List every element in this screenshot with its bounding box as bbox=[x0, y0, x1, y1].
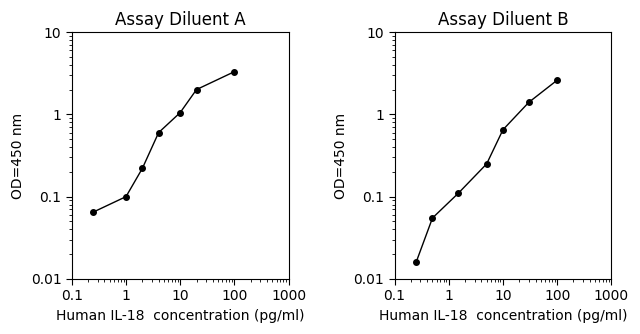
Title: Assay Diluent B: Assay Diluent B bbox=[438, 11, 568, 29]
X-axis label: Human IL-18  concentration (pg/ml): Human IL-18 concentration (pg/ml) bbox=[56, 309, 305, 323]
X-axis label: Human IL-18  concentration (pg/ml): Human IL-18 concentration (pg/ml) bbox=[379, 309, 627, 323]
Title: Assay Diluent A: Assay Diluent A bbox=[115, 11, 246, 29]
Y-axis label: OD=450 nm: OD=450 nm bbox=[334, 113, 348, 198]
Y-axis label: OD=450 nm: OD=450 nm bbox=[11, 113, 25, 198]
